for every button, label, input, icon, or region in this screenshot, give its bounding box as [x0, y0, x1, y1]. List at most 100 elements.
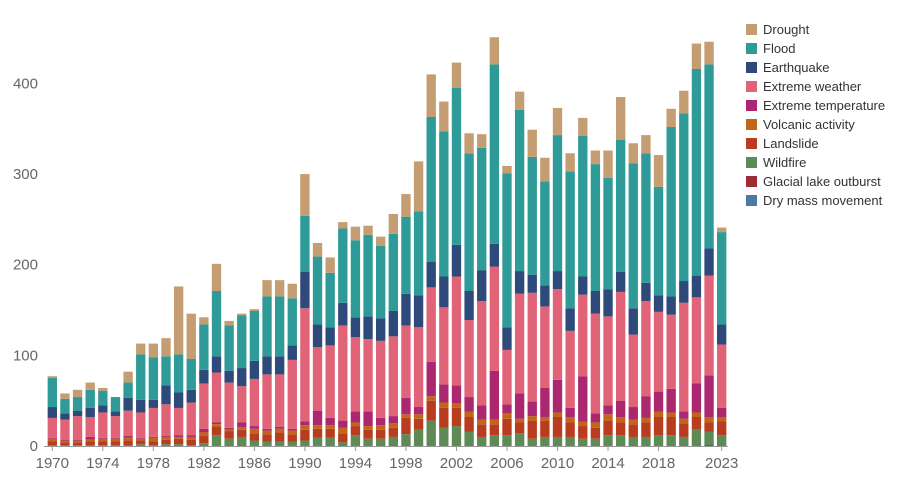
bar-segment-1985-flood [237, 315, 247, 369]
bar-segment-1980-volcanic-activity [173, 436, 184, 439]
bar-segment-2011-volcanic-activity [565, 417, 575, 423]
x-tick-label: 2006 [490, 455, 523, 472]
bar-segment-1976-drought [123, 371, 133, 383]
bar-segment-1993-flood [338, 228, 348, 303]
bar-segment-2019-volcanic-activity [666, 412, 676, 417]
bar-segment-2011-wildfire [565, 436, 575, 446]
bar-segment-1980-drought [173, 286, 184, 355]
bar-segment-1971-earthquake [60, 413, 70, 420]
bar-segment-1984-earthquake [224, 370, 234, 383]
bar-segment-1974-volcanic-activity [98, 438, 108, 442]
bar-segment-1986-extreme-temperature [249, 426, 260, 429]
bar-segment-1999-drought [413, 161, 424, 212]
bar-segment-1988-earthquake [274, 356, 285, 375]
bar-segment-2002-extreme-weather [451, 276, 462, 386]
bar-segment-2003-wildfire [464, 431, 474, 446]
legend-item-extreme-temperature[interactable]: Extreme temperature [746, 96, 885, 115]
legend-item-extreme-weather[interactable]: Extreme weather [746, 77, 885, 96]
bar-segment-1989-drought [287, 283, 297, 299]
bar-segment-2021-drought [691, 43, 702, 69]
y-tick-label: 0 [30, 438, 38, 455]
bar-segment-1986-extreme-weather [249, 378, 260, 427]
legend-item-earthquake[interactable]: Earthquake [746, 58, 885, 77]
bar-segment-1998-volcanic-activity [401, 414, 411, 418]
legend-item-wildfire[interactable]: Wildfire [746, 153, 885, 172]
bar-segment-1982-wildfire [199, 443, 209, 446]
bar-segment-2014-extreme-weather [603, 316, 613, 406]
bar-segment-2013-earthquake [590, 291, 601, 314]
bar-segment-1984-extreme-temperature [224, 427, 234, 430]
bar-segment-1997-earthquake [388, 310, 398, 337]
bar-segment-1974-wildfire [98, 445, 108, 446]
bar-segment-1989-extreme-temperature [287, 428, 297, 431]
bar-segment-1970-wildfire [47, 445, 57, 446]
legend-item-dry-mass-movement[interactable]: Dry mass movement [746, 191, 885, 210]
bar-segment-2016-extreme-temperature [628, 407, 638, 420]
bar-segment-1993-extreme-temperature [338, 420, 348, 428]
bar-segment-1976-landslide [123, 440, 133, 446]
bar-segment-2015-wildfire [615, 435, 626, 446]
bar-segment-2022-landslide [704, 422, 714, 432]
bar-segment-1975-landslide [110, 441, 121, 446]
bar-segment-1989-dry-mass-movement [287, 445, 297, 446]
bar-segment-2020-earthquake [679, 281, 689, 303]
bar-segment-1971-drought [60, 393, 70, 399]
legend-item-landslide[interactable]: Landslide [746, 134, 885, 153]
bar-segment-2018-flood [653, 186, 664, 296]
bar-segment-2001-landslide [439, 407, 449, 428]
bar-segment-1996-landslide [376, 429, 386, 439]
bar-segment-2016-earthquake [628, 308, 638, 335]
bar-segment-1971-extreme-weather [60, 419, 70, 440]
bar-segment-2017-flood [641, 153, 651, 283]
legend-label: Extreme weather [763, 79, 862, 94]
bar-segment-2000-wildfire [426, 420, 436, 446]
bar-segment-1986-wildfire [249, 440, 260, 446]
legend-item-flood[interactable]: Flood [746, 39, 885, 58]
bar-segment-2009-extreme-temperature [540, 387, 550, 417]
bar-segment-2004-flood [477, 147, 487, 271]
bar-segment-2002-flood [451, 87, 462, 245]
legend-item-glacial-lake-outburst[interactable]: Glacial lake outburst [746, 172, 885, 191]
bar-segment-1981-extreme-temperature [186, 435, 196, 437]
bar-segment-2015-volcanic-activity [615, 417, 626, 423]
legend-item-volcanic-activity[interactable]: Volcanic activity [746, 115, 885, 134]
bar-segment-2011-extreme-weather [565, 330, 575, 408]
bar-segment-1995-flood [363, 234, 373, 317]
bar-segment-2020-landslide [679, 423, 689, 437]
x-tick-label: 2018 [642, 455, 675, 472]
bar-segment-2003-earthquake [464, 291, 474, 321]
bar-segment-2020-volcanic-activity [679, 418, 689, 424]
bar-segment-2020-flood [679, 113, 689, 282]
bar-segment-1982-extreme-temperature [199, 428, 209, 433]
bar-segment-1976-earthquake [123, 397, 133, 411]
legend-swatch [746, 24, 757, 35]
bar-segment-1985-extreme-temperature [237, 422, 247, 427]
bar-segment-1974-extreme-temperature [98, 437, 108, 439]
bar-segment-2008-volcanic-activity [527, 416, 537, 421]
bar-segment-1991-wildfire [312, 437, 323, 446]
bar-segment-1970-drought [47, 376, 57, 379]
bar-segment-1971-volcanic-activity [60, 440, 70, 443]
bar-segment-2002-wildfire [451, 426, 462, 446]
bar-segment-2004-extreme-temperature [477, 405, 487, 420]
bar-segment-2018-extreme-weather [653, 311, 664, 392]
bar-segment-1997-wildfire [388, 436, 398, 446]
bar-segment-2008-earthquake [527, 274, 537, 293]
x-tick-label: 1974 [86, 455, 119, 472]
bar-segment-1999-extreme-weather [413, 327, 424, 408]
bar-segment-1971-wildfire [60, 445, 70, 446]
legend-item-drought[interactable]: Drought [746, 20, 885, 39]
bar-segment-2020-extreme-weather [679, 302, 689, 412]
bar-segment-1990-landslide [300, 429, 310, 441]
legend-label: Flood [763, 41, 796, 56]
bar-segment-2007-earthquake [514, 271, 525, 294]
bar-segment-1992-landslide [325, 428, 335, 438]
bar-segment-1991-extreme-temperature [312, 410, 323, 426]
bar-segment-1991-drought [312, 242, 323, 257]
bar-segment-1973-flood [85, 389, 95, 408]
bar-segment-2019-extreme-weather [666, 314, 676, 389]
bar-segment-2009-drought [540, 157, 550, 182]
bar-segment-1993-drought [338, 222, 348, 229]
bar-segment-1986-dry-mass-movement [249, 445, 260, 446]
bar-segment-1991-earthquake [312, 324, 323, 348]
